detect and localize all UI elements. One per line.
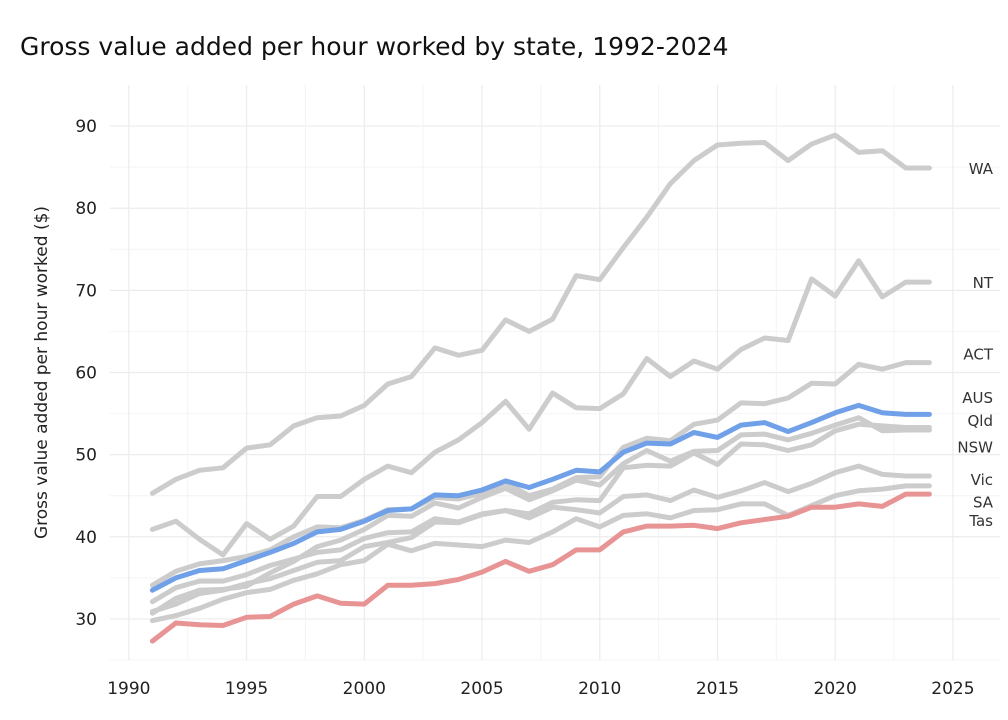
x-tick-label: 1990	[107, 679, 150, 699]
grid	[110, 85, 1000, 661]
series-label-tas: Tas	[968, 512, 993, 530]
series-label-sa: SA	[973, 493, 994, 511]
series-label-nt: NT	[973, 274, 994, 292]
chart-title: Gross value added per hour worked by sta…	[20, 32, 729, 61]
series-line-tas	[149, 491, 932, 644]
y-tick-label: 90	[75, 117, 97, 137]
series-line-vic	[149, 463, 932, 614]
x-tick-label: 2005	[460, 679, 503, 699]
series-line-nsw	[149, 421, 932, 605]
y-axis-label: Gross value added per hour worked ($)	[32, 206, 52, 539]
series-line-wa	[149, 132, 932, 496]
series-line-nt	[149, 258, 932, 558]
series-line-aus	[149, 402, 932, 593]
x-tick-label: 1995	[225, 679, 268, 699]
y-tick-label: 80	[75, 199, 97, 219]
x-tick-label: 2015	[696, 679, 739, 699]
x-tick-label: 2020	[814, 679, 857, 699]
series-lines	[149, 132, 932, 644]
series-line-qld	[149, 415, 932, 616]
series-label-wa: WA	[969, 160, 994, 178]
series-label-act: ACT	[963, 345, 993, 363]
series-label-nsw: NSW	[957, 438, 993, 456]
axes: 30 40 50 60 70 80 90 1990 1995 2000 2005 2010 2015 20…	[75, 117, 974, 699]
series-label-qld: Qld	[968, 412, 994, 430]
series-label-vic: Vic	[971, 471, 993, 489]
x-tick-label: 2025	[931, 679, 974, 699]
y-tick-label: 50	[75, 446, 97, 466]
x-tick-label: 2000	[343, 679, 386, 699]
y-tick-label: 30	[75, 610, 97, 630]
y-tick-label: 70	[75, 281, 97, 301]
series-label-aus: AUS	[962, 389, 993, 407]
y-tick-label: 60	[75, 364, 97, 384]
x-tick-label: 2010	[578, 679, 621, 699]
series-line-act	[149, 360, 932, 588]
y-tick-label: 40	[75, 528, 97, 548]
